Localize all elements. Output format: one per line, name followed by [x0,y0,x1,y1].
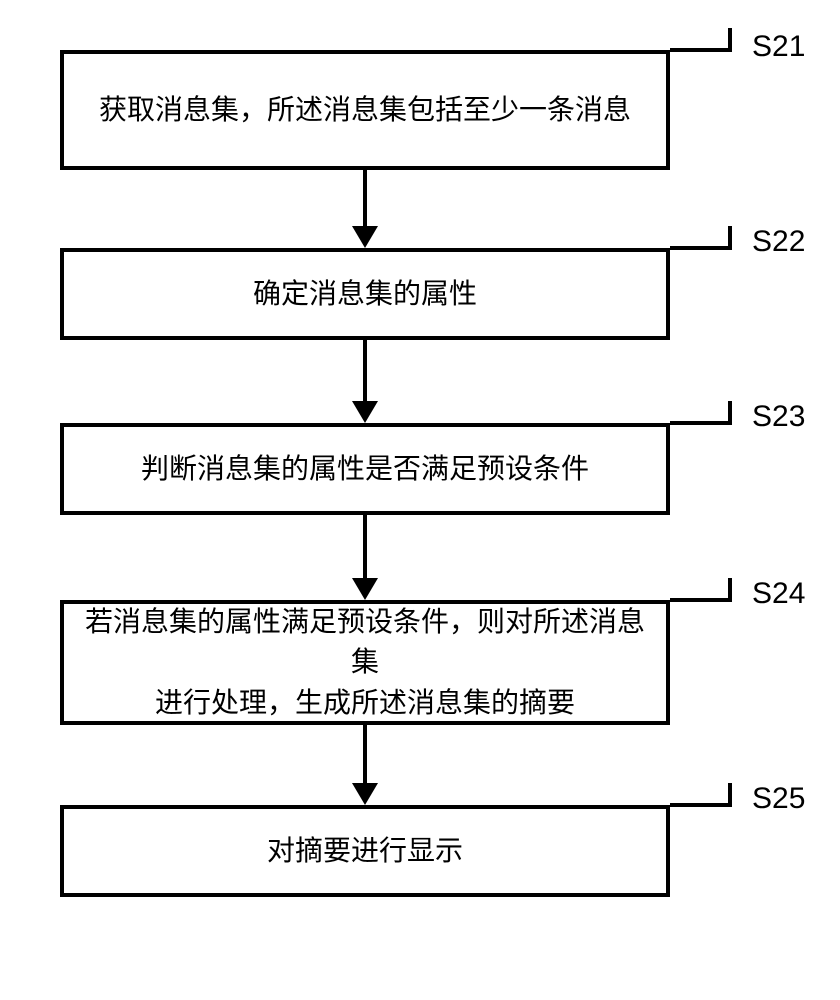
step-text: 判断消息集的属性是否满足预设条件 [141,449,589,490]
step-text: 获取消息集，所述消息集包括至少一条消息 [99,90,631,131]
flowchart-step: 判断消息集的属性是否满足预设条件 [60,423,670,515]
step-label: S21 [752,30,805,64]
flow-arrow [348,515,382,605]
flowchart-step: 若消息集的属性满足预设条件，则对所述消息集进行处理，生成所述消息集的摘要 [60,600,670,725]
flowchart-canvas: 获取消息集，所述消息集包括至少一条消息 S21 确定消息集的属性 S22 判断消息集的属… [0,0,840,1000]
step-text: 若消息集的属性满足预设条件，则对所述消息集进行处理，生成所述消息集的摘要 [82,602,648,724]
callout-bracket [670,401,740,438]
flowchart-step: 对摘要进行显示 [60,805,670,897]
callout-bracket [670,28,740,65]
step-text: 对摘要进行显示 [267,831,463,872]
step-label: S23 [752,400,805,434]
flowchart-step: 获取消息集，所述消息集包括至少一条消息 [60,50,670,170]
callout-bracket [670,578,740,615]
flow-arrow [348,340,382,428]
callout-bracket [670,226,740,263]
callout-bracket [670,783,740,820]
flow-arrow [348,170,382,253]
step-label: S22 [752,225,805,259]
step-label: S25 [752,782,805,816]
step-text: 确定消息集的属性 [253,274,477,315]
flow-arrow [348,725,382,810]
flowchart-step: 确定消息集的属性 [60,248,670,340]
step-label: S24 [752,577,805,611]
